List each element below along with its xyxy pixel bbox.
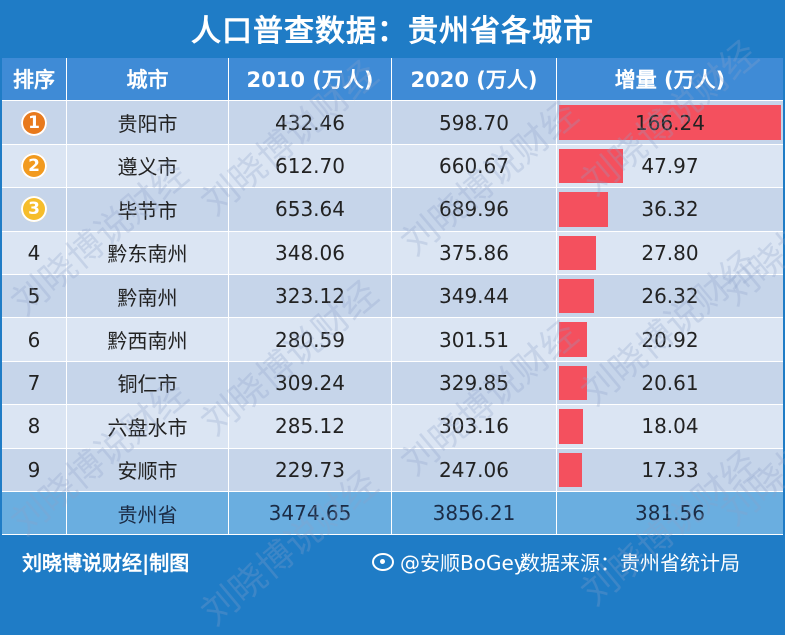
value-2020-cell: 660.67 <box>392 144 557 189</box>
increase-bar <box>559 192 608 227</box>
city-cell: 安顺市 <box>67 448 229 492</box>
table-body: 1 贵阳市 432.46 598.70 166.24 2 遵义市 612.70 660.67 47… <box>2 101 783 492</box>
value-2010-cell: 285.12 <box>229 405 392 449</box>
rank-medal-icon: 3 <box>21 196 47 223</box>
total-city: 贵州省 <box>67 491 229 536</box>
value-2020-cell: 329.85 <box>392 361 557 406</box>
table-row: 1 贵阳市 432.46 598.70 166.24 <box>2 101 783 145</box>
data-table: 排序 城市 2010 (万人) 2020 (万人) 增量 (万人) 1 贵阳市 43… <box>2 58 783 536</box>
increase-bar <box>559 235 596 270</box>
city-cell: 黔西南州 <box>67 318 229 362</box>
total-2010: 3474.65 <box>229 491 392 536</box>
value-2010-cell: 653.64 <box>229 188 392 232</box>
value-2020-cell: 375.86 <box>392 231 557 275</box>
value-2020-cell: 598.70 <box>392 101 557 145</box>
value-2010-cell: 309.24 <box>229 361 392 406</box>
increase-cell: 18.04 <box>557 405 783 449</box>
header-2020: 2020 (万人) <box>392 58 557 102</box>
increase-cell: 26.32 <box>557 274 783 319</box>
increase-label: 166.24 <box>635 110 705 135</box>
increase-label: 18.04 <box>641 414 699 439</box>
rank-medal-icon: 1 <box>21 109 47 136</box>
footer-weibo: @安顺BoGey <box>372 547 526 576</box>
table-total-row: 贵州省 3474.65 3856.21 381.56 <box>2 491 783 536</box>
increase-cell: 27.80 <box>557 231 783 275</box>
value-2010-cell: 612.70 <box>229 144 392 189</box>
value-2020-cell: 247.06 <box>392 448 557 492</box>
increase-bar <box>559 105 781 140</box>
rank-cell: 9 <box>2 448 67 492</box>
city-cell: 毕节市 <box>67 188 229 232</box>
increase-label: 20.61 <box>641 370 699 395</box>
increase-bar <box>559 278 594 314</box>
increase-label: 47.97 <box>641 153 699 178</box>
increase-label: 26.32 <box>641 284 699 309</box>
table-row: 9 安顺市 229.73 247.06 17.33 <box>2 448 783 492</box>
table-row: 7 铜仁市 309.24 329.85 20.61 <box>2 361 783 406</box>
rank-cell: 3 <box>2 188 67 232</box>
city-cell: 遵义市 <box>67 144 229 189</box>
table-row: 5 黔南州 323.12 349.44 26.32 <box>2 274 783 319</box>
increase-cell: 166.24 <box>557 101 783 145</box>
increase-cell: 36.32 <box>557 188 783 232</box>
rank-cell: 8 <box>2 405 67 449</box>
value-2020-cell: 349.44 <box>392 274 557 319</box>
total-increase: 381.56 <box>557 491 783 536</box>
increase-cell: 20.61 <box>557 361 783 406</box>
table-row: 6 黔西南州 280.59 301.51 20.92 <box>2 318 783 362</box>
table-row: 4 黔东南州 348.06 375.86 27.80 <box>2 231 783 275</box>
footer-credit: 刘晓博说财经|制图 <box>22 551 190 575</box>
value-2010-cell: 280.59 <box>229 318 392 362</box>
increase-bar <box>559 365 587 401</box>
rank-cell: 2 <box>2 144 67 189</box>
value-2020-cell: 301.51 <box>392 318 557 362</box>
city-cell: 黔南州 <box>67 274 229 319</box>
value-2010-cell: 229.73 <box>229 448 392 492</box>
increase-bar <box>559 409 583 444</box>
increase-cell: 47.97 <box>557 144 783 189</box>
table-row: 3 毕节市 653.64 689.96 36.32 <box>2 188 783 232</box>
value-2010-cell: 432.46 <box>229 101 392 145</box>
city-cell: 贵阳市 <box>67 101 229 145</box>
weibo-icon <box>372 552 394 571</box>
rank-cell: 1 <box>2 101 67 145</box>
rank-cell: 6 <box>2 318 67 362</box>
table-row: 2 遵义市 612.70 660.67 47.97 <box>2 144 783 189</box>
increase-cell: 17.33 <box>557 448 783 492</box>
footer: 刘晓博说财经|制图 @安顺BoGey 数据来源：贵州省统计局 <box>0 540 785 583</box>
increase-bar <box>559 148 623 184</box>
increase-bar <box>559 452 582 487</box>
table-header-row: 排序 城市 2010 (万人) 2020 (万人) 增量 (万人) <box>2 58 783 102</box>
value-2010-cell: 323.12 <box>229 274 392 319</box>
header-2010: 2010 (万人) <box>229 58 392 102</box>
increase-label: 17.33 <box>641 457 699 482</box>
footer-source: 数据来源：贵州省统计局 <box>520 551 740 575</box>
total-2020: 3856.21 <box>392 491 557 536</box>
rank-cell: 7 <box>2 361 67 406</box>
header-rank: 排序 <box>2 58 67 102</box>
city-cell: 铜仁市 <box>67 361 229 406</box>
footer-weibo-handle: @安顺BoGey <box>400 551 526 575</box>
header-increase: 增量 (万人) <box>557 58 783 102</box>
value-2020-cell: 303.16 <box>392 405 557 449</box>
value-2020-cell: 689.96 <box>392 188 557 232</box>
rank-cell: 4 <box>2 231 67 275</box>
page-title: 人口普查数据：贵州省各城市 <box>191 14 594 49</box>
value-2010-cell: 348.06 <box>229 231 392 275</box>
table-row: 8 六盘水市 285.12 303.16 18.04 <box>2 405 783 449</box>
total-rank <box>2 491 67 536</box>
increase-label: 27.80 <box>641 240 699 265</box>
increase-cell: 20.92 <box>557 318 783 362</box>
header-city: 城市 <box>67 58 229 102</box>
rank-medal-icon: 2 <box>21 152 47 179</box>
city-cell: 六盘水市 <box>67 405 229 449</box>
rank-cell: 5 <box>2 274 67 319</box>
increase-bar <box>559 322 587 357</box>
increase-label: 20.92 <box>641 327 699 352</box>
city-cell: 黔东南州 <box>67 231 229 275</box>
increase-label: 36.32 <box>641 197 699 222</box>
